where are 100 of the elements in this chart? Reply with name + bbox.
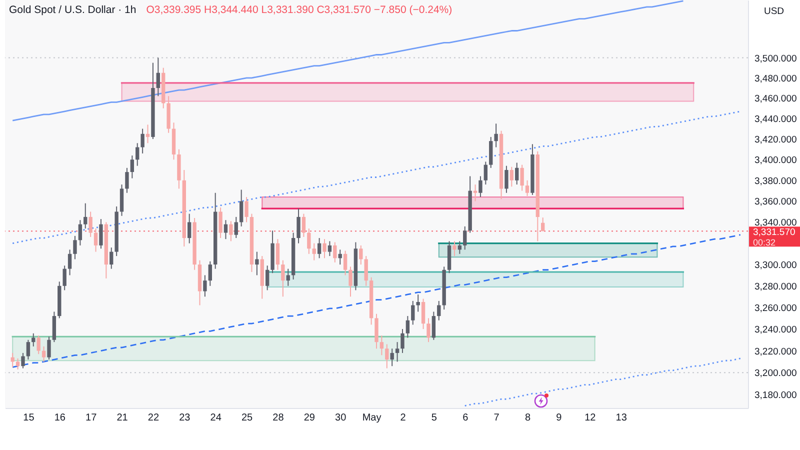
candlestick <box>16 358 20 370</box>
candlestick <box>78 220 82 246</box>
candlestick <box>302 213 306 238</box>
candlestick <box>333 242 337 263</box>
y-tick-label: 3,180.000 <box>754 390 797 402</box>
candlestick <box>32 332 36 347</box>
y-tick-label: 3,400.000 <box>754 155 797 166</box>
candlestick <box>463 226 467 250</box>
candlestick <box>47 336 51 360</box>
candlestick <box>400 328 404 354</box>
candlestick <box>489 136 493 168</box>
candlestick <box>484 161 488 186</box>
candlestick <box>406 316 410 338</box>
x-tick-label: 12 <box>584 412 596 424</box>
candlestick <box>84 202 88 230</box>
candlestick <box>52 311 56 343</box>
candlestick <box>359 244 363 266</box>
ref-line-label: 3,331.570 <box>753 227 796 238</box>
candlestick <box>276 238 280 270</box>
y-tick-label: 3,500.000 <box>754 53 797 64</box>
y-tick-label: 3,420.000 <box>754 134 797 146</box>
chart-title: Gold Spot / U.S. Dollar · 1h <box>9 4 136 16</box>
y-tick-label: 3,360.000 <box>754 196 797 208</box>
line-series <box>12 0 684 122</box>
y-tick-label: 3,340.000 <box>754 218 797 229</box>
x-tick-label: 5 <box>431 412 438 424</box>
candlestick <box>120 184 124 216</box>
candlestick <box>224 220 228 240</box>
candlestick <box>380 335 384 356</box>
candlestick <box>130 154 134 179</box>
candlestick <box>255 251 259 276</box>
text: 00:32 <box>753 238 776 248</box>
chart-subtitle: O3,339.395 H3,344.440 L3,331.390 C3,331.570 −7.850 (−0.24%) <box>146 4 452 16</box>
candlestick <box>203 274 207 298</box>
candlestick <box>411 300 415 326</box>
x-tick-label: 2 <box>400 412 406 424</box>
candlestick <box>188 213 192 244</box>
candlestick <box>504 165 508 194</box>
x-tick-label: 6 <box>462 412 469 424</box>
y-tick-label: 3,200.000 <box>754 368 797 380</box>
candlestick <box>136 142 140 166</box>
x-tick-label: 24 <box>210 412 222 424</box>
line-series <box>12 110 742 244</box>
candlestick <box>390 348 394 367</box>
candlestick <box>312 242 316 261</box>
candlestick <box>21 352 25 369</box>
x-tick-label: 13 <box>616 412 628 424</box>
x-tick-label: 8 <box>524 412 531 424</box>
candlestick <box>146 124 150 144</box>
candlestick <box>239 189 244 227</box>
candlestick <box>244 196 248 223</box>
candlestick <box>515 162 519 186</box>
candlestick <box>374 313 378 350</box>
candlestick <box>42 346 46 362</box>
candlestick <box>395 342 400 362</box>
y-tick-label: 3,480.000 <box>754 73 797 84</box>
y-tick-label: 3,220.000 <box>754 346 797 358</box>
candlestick <box>348 266 352 298</box>
y-tick-label: 3,240.000 <box>754 324 797 336</box>
candlestick <box>364 256 368 286</box>
x-tick-label: 17 <box>86 412 98 424</box>
candlestick <box>317 238 322 259</box>
candlestick <box>478 176 482 198</box>
y-tick-label: 3,380.000 <box>754 176 797 187</box>
candlestick <box>110 247 114 270</box>
candlestick <box>99 218 103 250</box>
x-tick-label: 7 <box>494 412 500 424</box>
candlestick <box>156 57 160 97</box>
x-tick-label: 21 <box>116 412 128 424</box>
candlestick <box>541 217 545 232</box>
candlestick <box>73 235 77 260</box>
y-tick-label: 3,440.000 <box>754 114 797 126</box>
candlestick <box>281 260 285 298</box>
candlestick <box>218 207 222 239</box>
candlestick <box>140 128 144 154</box>
x-tick-label: 15 <box>23 412 35 424</box>
candlestick <box>426 318 430 343</box>
candlestick <box>437 300 441 321</box>
candlestick <box>328 240 332 257</box>
x-tick-label: 16 <box>54 412 66 424</box>
y-tick-label: 3,280.000 <box>754 281 797 292</box>
candlestick <box>494 123 498 148</box>
x-tick-label: May <box>362 412 382 424</box>
candlestick <box>322 238 326 259</box>
text: USD <box>764 6 784 17</box>
x-tick-label: 9 <box>556 412 562 424</box>
candlestick <box>473 184 478 202</box>
line-series <box>464 358 742 406</box>
candlestick <box>68 249 72 276</box>
candlestick <box>296 208 300 244</box>
candlestick <box>510 166 514 188</box>
candlestick <box>452 240 456 257</box>
x-tick-label: 23 <box>179 412 191 424</box>
candlestick <box>265 265 270 291</box>
x-tick-label: 25 <box>241 412 254 424</box>
candlestick <box>88 211 92 238</box>
x-tick-label: 22 <box>148 412 160 424</box>
candlestick <box>286 268 290 286</box>
candlestick <box>432 311 436 340</box>
y-tick-label: 3,300.000 <box>754 260 797 272</box>
